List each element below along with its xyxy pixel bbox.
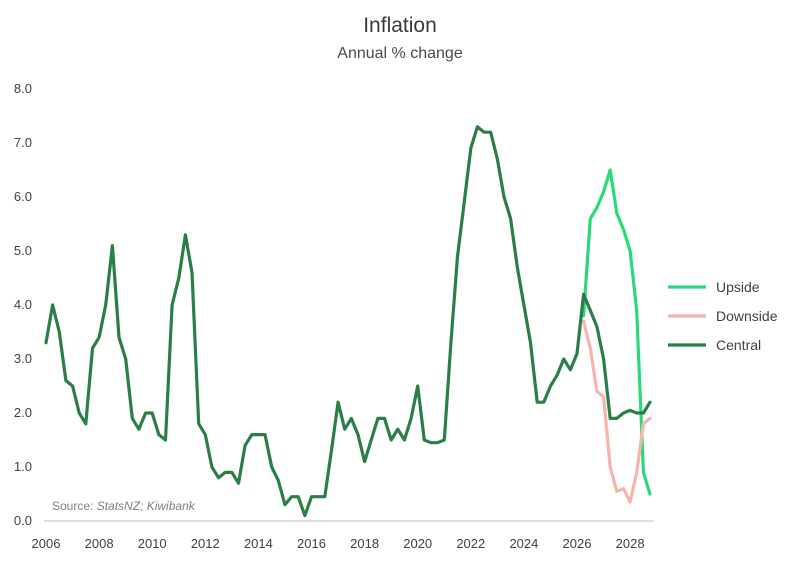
x-axis-ticks: 2006 2008 2010 2012 2014 2016 2018 2020 2022 2024… xyxy=(32,536,645,551)
y-tick-label: 3.0 xyxy=(14,351,32,366)
y-tick-label: 4.0 xyxy=(14,297,32,312)
series-line-upside xyxy=(581,168,652,496)
chart-subtitle: Annual % change xyxy=(337,45,463,62)
source-note: Source: StatsNZ; Kiwibank xyxy=(52,499,196,513)
y-tick-label: 2.0 xyxy=(14,405,32,420)
y-tick-label: 6.0 xyxy=(14,189,32,204)
y-tick-label: 0.0 xyxy=(14,513,32,528)
x-tick-label: 2026 xyxy=(563,536,592,551)
legend-label-central: Central xyxy=(716,337,761,353)
series-line-downside xyxy=(581,319,652,504)
chart-title: Inflation xyxy=(363,14,437,37)
legend-label-downside: Downside xyxy=(716,308,778,324)
x-tick-label: 2020 xyxy=(403,536,432,551)
y-tick-label: 5.0 xyxy=(14,243,32,258)
x-tick-label: 2014 xyxy=(244,536,273,551)
series-lines xyxy=(44,125,652,518)
y-tick-label: 7.0 xyxy=(14,135,32,150)
x-tick-label: 2006 xyxy=(32,536,61,551)
y-axis-ticks: 0.0 1.0 2.0 3.0 4.0 5.0 6.0 7.0 8.0 xyxy=(14,81,32,528)
source-text: StatsNZ; Kiwibank xyxy=(97,499,196,513)
x-tick-label: 2022 xyxy=(456,536,485,551)
legend: Upside Downside Central xyxy=(668,279,778,353)
x-tick-label: 2024 xyxy=(509,536,538,551)
x-tick-label: 2028 xyxy=(616,536,645,551)
legend-label-upside: Upside xyxy=(716,279,760,295)
x-tick-label: 2008 xyxy=(85,536,114,551)
y-tick-label: 8.0 xyxy=(14,81,32,96)
y-tick-label: 1.0 xyxy=(14,459,32,474)
x-tick-label: 2018 xyxy=(350,536,379,551)
x-tick-label: 2012 xyxy=(191,536,220,551)
x-tick-label: 2010 xyxy=(138,536,167,551)
x-tick-label: 2016 xyxy=(297,536,326,551)
source-label: Source: xyxy=(52,499,97,513)
series-line-central xyxy=(44,125,652,518)
